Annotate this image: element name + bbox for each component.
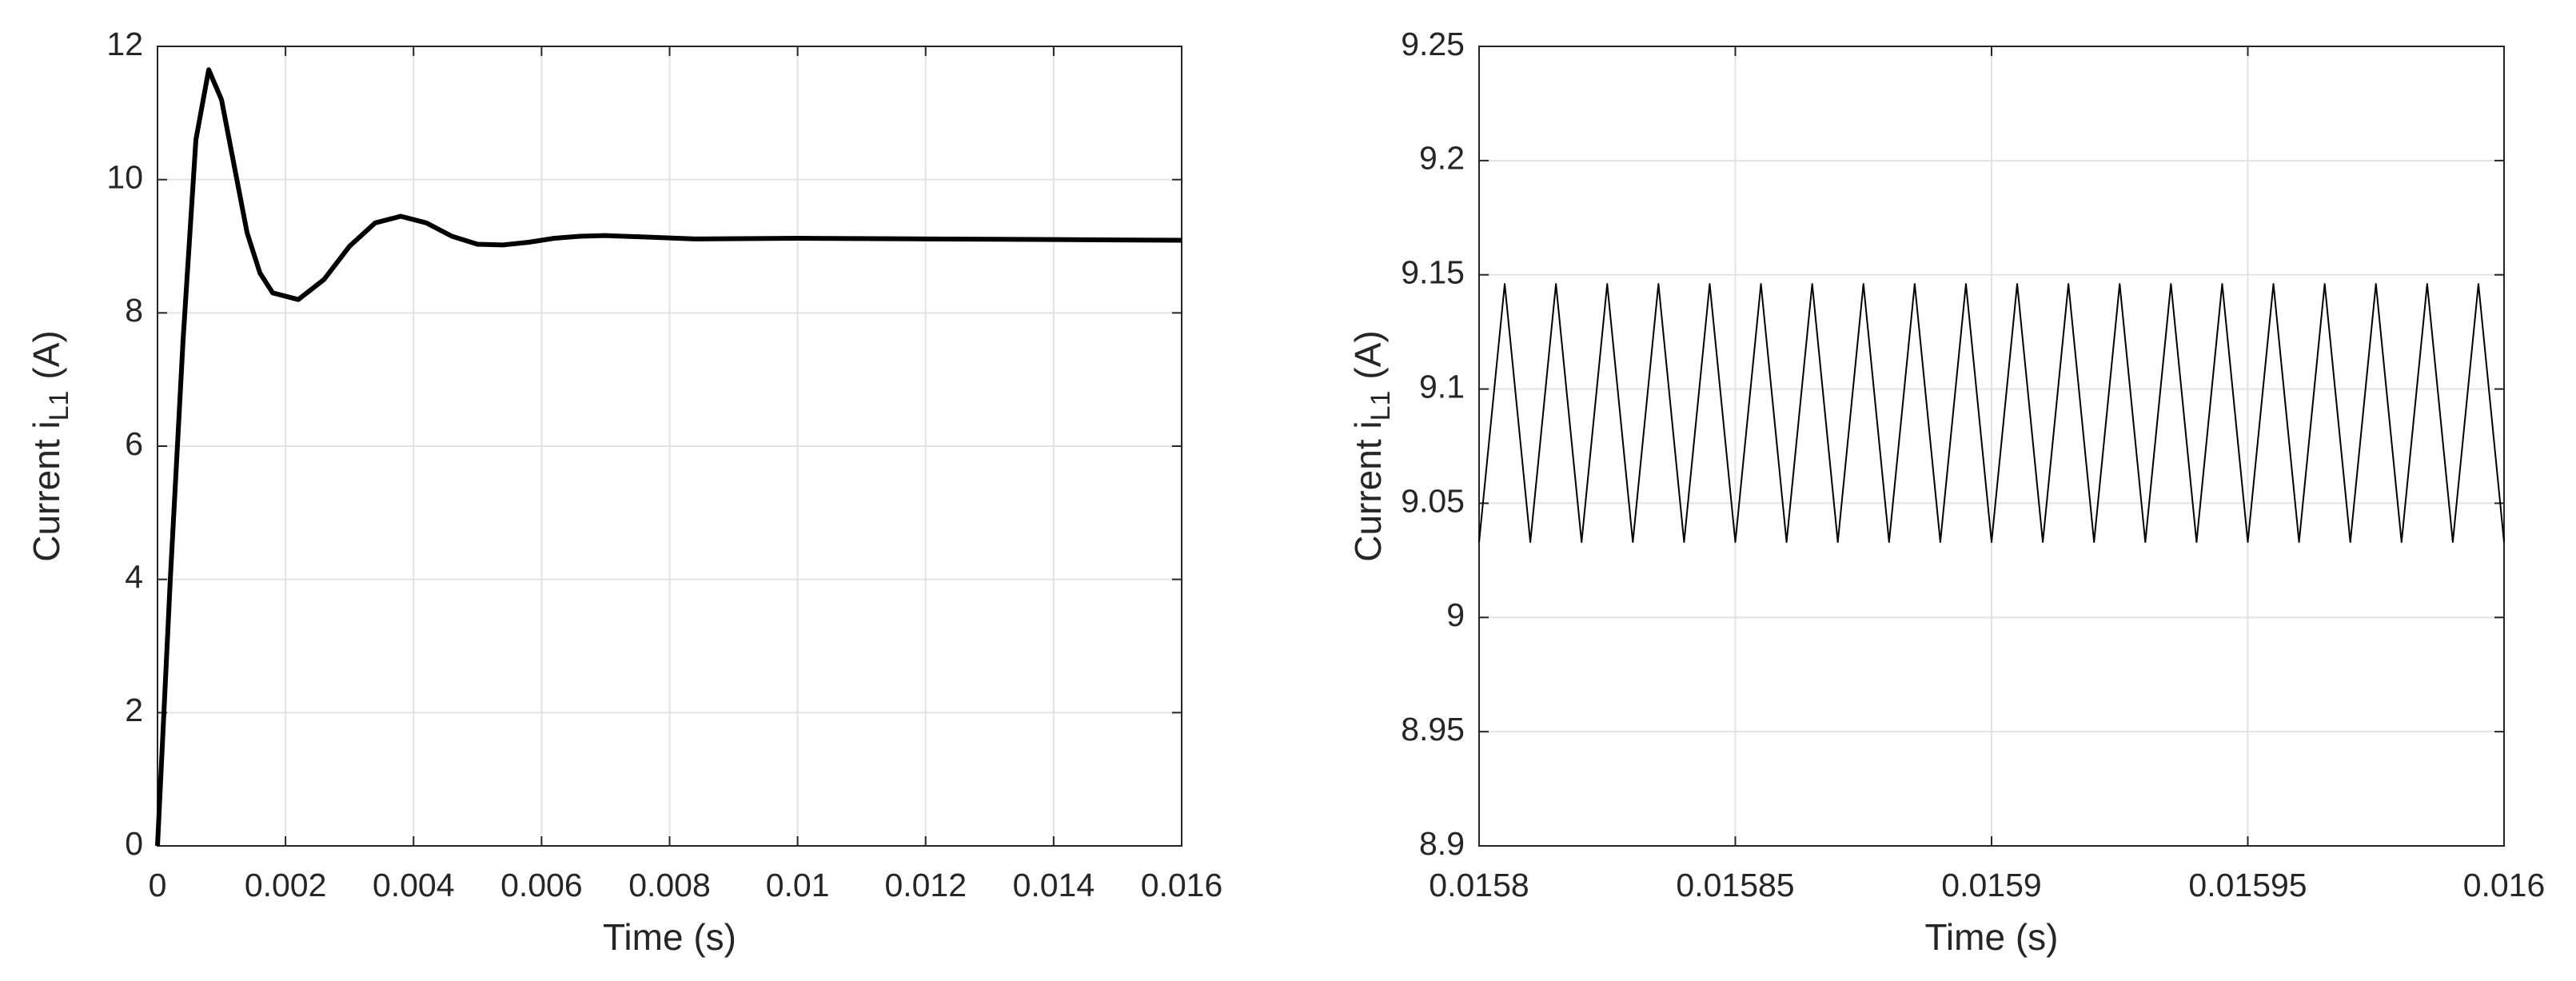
x-axis-label: Time (s): [603, 916, 736, 958]
y-tick-label: 4: [125, 558, 143, 595]
y-tick-label: 9.05: [1401, 482, 1465, 519]
y-tick-label: 6: [125, 425, 143, 462]
y-tick-label: 2: [125, 692, 143, 728]
x-tick-label: 0.0159: [1941, 867, 2041, 903]
x-tick-label: 0.014: [1013, 867, 1095, 903]
y-tick-label: 9.15: [1401, 254, 1465, 291]
y-tick-label: 10: [106, 158, 143, 195]
y-tick-label: 9.2: [1419, 140, 1465, 177]
y-tick-label: 0: [125, 825, 143, 862]
x-tick-label: 0.006: [500, 867, 583, 903]
x-tick-label: 0.01595: [2188, 867, 2307, 903]
y-label-unit: (A): [26, 330, 67, 379]
y-label-unit: (A): [1347, 330, 1389, 379]
data-line: [1478, 283, 2505, 543]
y-tick-label: 9: [1446, 596, 1465, 633]
x-tick-label: 0.008: [628, 867, 711, 903]
x-tick-label: 0.01: [766, 867, 830, 903]
axes: 0 2 4 6 8 10 12 0 0.002 0.004 0.006 0.008 0.01 0.012 0…: [26, 26, 1222, 958]
x-tick-label: 0.016: [2463, 867, 2546, 903]
y-tick-label: 8: [125, 292, 143, 329]
x-tick-label: 0.002: [245, 867, 327, 903]
x-tick-label: 0.004: [373, 867, 455, 903]
y-tick-label: 9.1: [1419, 368, 1465, 405]
plot-frame: [1478, 46, 2505, 847]
y-label-text: Current i: [1347, 421, 1389, 561]
axes: 8.9 8.95 9 9.05 9.1 9.15 9.2 9.25 0.0158 0.01585 0…: [1347, 26, 2545, 958]
x-tick-label: 0.012: [884, 867, 967, 903]
data-line: [155, 67, 1182, 847]
y-tick-label: 9.25: [1401, 26, 1465, 62]
y-label-subscript: L1: [1366, 391, 1396, 421]
plot-frame: [157, 46, 1182, 847]
x-axis-label: Time (s): [1925, 916, 2059, 958]
y-tick-label: 8.95: [1401, 711, 1465, 748]
x-tick-label: 0.016: [1141, 867, 1223, 903]
x-tick-label: 0.0158: [1429, 867, 1529, 903]
y-axis-label: Current iL1 (A): [26, 330, 74, 562]
y-tick-label: 12: [106, 26, 143, 62]
y-tick-label: 8.9: [1419, 825, 1465, 862]
x-tick-label: 0.01585: [1676, 867, 1794, 903]
y-label-text: Current i: [26, 421, 67, 561]
y-axis-label: Current iL1 (A): [1347, 330, 1396, 562]
y-label-subscript: L1: [44, 391, 74, 421]
x-tick-label: 0: [149, 867, 167, 903]
